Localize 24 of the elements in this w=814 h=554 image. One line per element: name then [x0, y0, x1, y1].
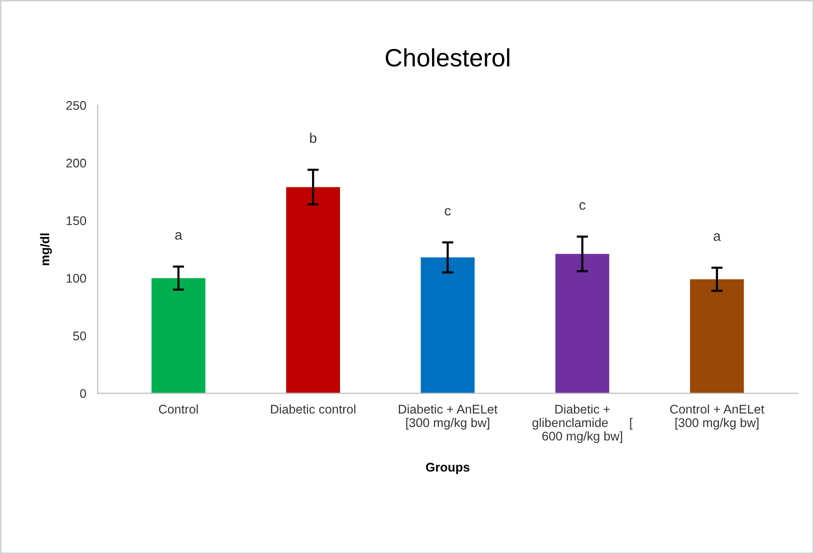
bar	[555, 254, 610, 394]
annotation: a	[714, 233, 721, 241]
x-tick-label: Diabetic control	[271, 404, 356, 414]
x-tick-label: Control + AnELet [300 mg/kg bw]	[670, 404, 764, 430]
x-tick-label: Diabetic + glibenclamide [ 600 mg/kg bw]	[532, 404, 633, 444]
y-tick-label: 150	[66, 216, 86, 226]
bar	[420, 257, 475, 394]
annotation: a	[175, 232, 182, 240]
chart-title: Cholesterol	[386, 48, 510, 67]
x-tick-label: Control	[158, 404, 198, 414]
x-axis-title: Groups	[426, 462, 470, 474]
annotation: b	[310, 132, 316, 143]
annotation: c	[579, 202, 586, 210]
y-tick-label: 250	[66, 101, 86, 110]
annotation: c	[444, 208, 451, 216]
x-tick-label: Diabetic + AnELet [300 mg/kg bw]	[398, 404, 498, 430]
bar	[286, 187, 340, 394]
y-tick-label: 50	[73, 332, 86, 340]
bar	[152, 278, 206, 394]
y-tick-label: 0	[80, 389, 86, 398]
y-tick-label: 100	[66, 274, 86, 283]
y-axis-title: mg/dl	[40, 234, 52, 266]
y-tick-label: 200	[66, 158, 86, 168]
bar	[690, 279, 744, 394]
